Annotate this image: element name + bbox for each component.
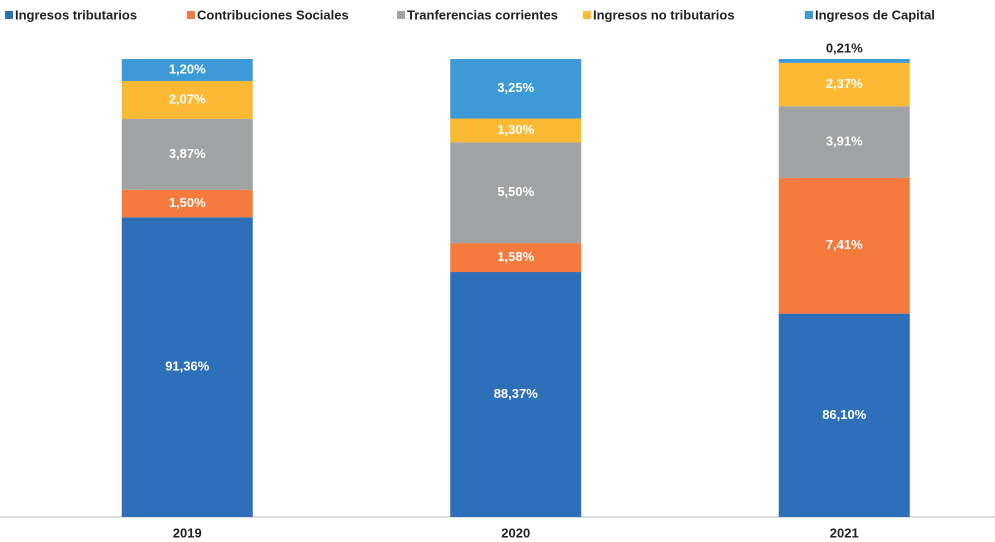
bar-segment — [450, 59, 582, 119]
legend-swatch — [397, 11, 405, 19]
bar-segment — [121, 118, 253, 190]
data-label: 86,10% — [822, 407, 867, 422]
legend-label: Ingresos de Capital — [815, 7, 935, 22]
data-label: 2,07% — [169, 91, 206, 106]
bar-segment — [778, 62, 910, 107]
data-label: 91,36% — [165, 359, 210, 374]
bar-segment — [778, 313, 910, 517]
legend-label: Contribuciones Sociales — [197, 7, 349, 22]
data-label: 1,50% — [169, 195, 206, 210]
data-label: 5,50% — [497, 184, 534, 199]
x-tick-label: 2020 — [501, 525, 530, 540]
data-label: 3,25% — [497, 80, 534, 95]
data-label: 0,21% — [826, 40, 863, 55]
bar-segment — [121, 59, 253, 81]
legend-swatch — [187, 11, 195, 19]
x-tick-label: 2019 — [173, 525, 202, 540]
data-label: 1,20% — [169, 61, 206, 76]
legend-swatch — [805, 11, 813, 19]
data-label: 3,87% — [169, 146, 206, 161]
bar-segment — [121, 80, 253, 119]
bar-segment — [121, 217, 253, 518]
bar-segment — [450, 142, 582, 244]
data-label: 2,37% — [826, 76, 863, 91]
data-label: 7,41% — [826, 237, 863, 252]
legend-label: Tranferencias corrientes — [407, 7, 558, 22]
bar-segment — [121, 189, 253, 218]
legend-label: Ingresos no tributarios — [593, 7, 735, 22]
data-label: 1,58% — [497, 249, 534, 264]
data-label: 1,30% — [497, 122, 534, 137]
legend-swatch — [5, 11, 13, 19]
bar-segment — [450, 272, 582, 517]
legend-label: Ingresos tributarios — [15, 7, 137, 22]
data-label: 88,37% — [494, 386, 539, 401]
bar-segment — [450, 243, 582, 273]
data-label: 3,91% — [826, 134, 863, 149]
bar-segment — [778, 177, 910, 314]
legend-swatch — [583, 11, 591, 19]
bar-segment — [778, 59, 910, 63]
bar-segment — [450, 118, 582, 143]
bar-segment — [778, 106, 910, 178]
x-tick-label: 2021 — [830, 525, 859, 540]
